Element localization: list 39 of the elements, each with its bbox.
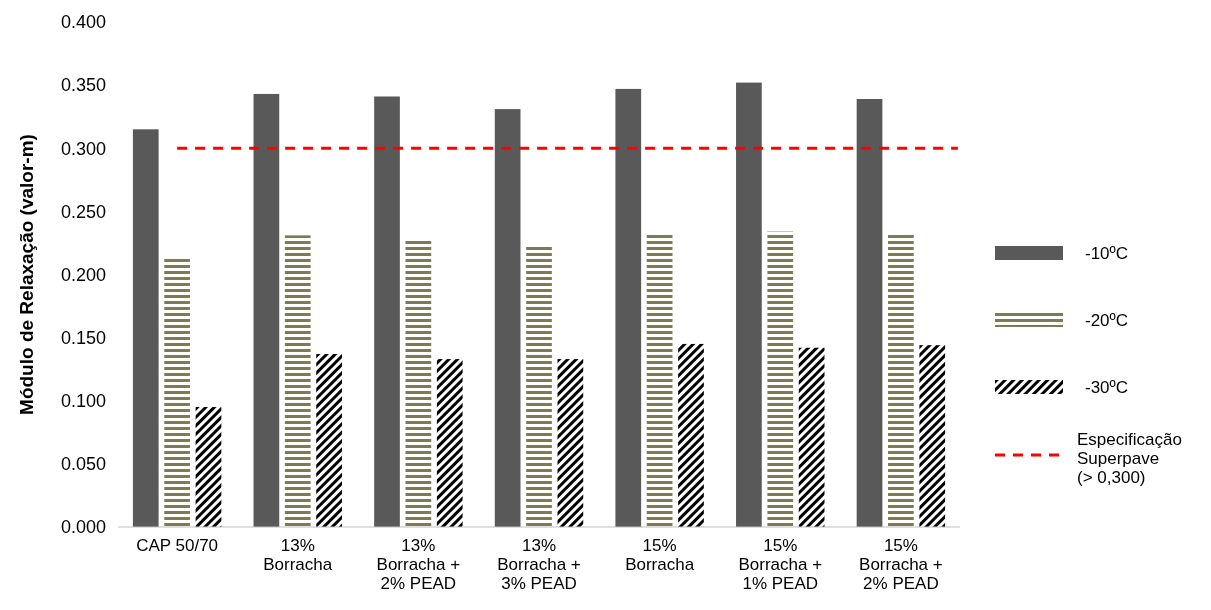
y-axis-title: Módulo de Relaxação (valor-m) (15, 134, 37, 415)
bar (798, 347, 825, 527)
bar (374, 96, 400, 527)
bar (284, 235, 311, 527)
y-tick-label: 0.100 (60, 391, 106, 412)
y-tick-label: 0.400 (60, 12, 106, 33)
legend-label: Especificação Superpave (> 0,300) (1077, 430, 1182, 487)
legend-label: -30ºC (1085, 377, 1129, 397)
bar (615, 88, 642, 527)
x-tick-label: 13% Borracha + 2% PEAD (376, 536, 461, 593)
bar (736, 82, 762, 527)
x-tick-label: 15% Borracha + 2% PEAD (859, 536, 943, 593)
x-tick-label: 13% Borracha (263, 536, 333, 574)
y-tick-label: 0.350 (60, 75, 106, 96)
bar (253, 93, 280, 527)
bar (195, 407, 222, 527)
legend-label: -20ºC (1085, 310, 1129, 330)
bar (132, 129, 159, 527)
bar (919, 345, 946, 527)
x-tick-label: 13% Borracha + 3% PEAD (497, 536, 581, 593)
bar (557, 359, 584, 527)
x-tick-label: 15% Borracha + 1% PEAD (738, 536, 823, 593)
bar (856, 99, 883, 527)
x-tick-label: 15% Borracha (625, 536, 695, 574)
legend-label: -10ºC (1085, 243, 1129, 263)
bar (767, 231, 794, 527)
y-tick-label: 0.050 (60, 454, 106, 475)
y-tick-label: 0.250 (60, 201, 106, 222)
y-tick-label: 0.200 (60, 264, 106, 285)
bar (494, 109, 521, 527)
y-tick-label: 0.300 (60, 138, 106, 159)
bar (405, 239, 432, 527)
bar (316, 354, 342, 527)
y-tick-label: 0.150 (60, 327, 106, 348)
y-tick-label: 0.000 (60, 517, 106, 538)
bar (526, 245, 552, 527)
x-tick-label: CAP 50/70 (136, 536, 219, 555)
bar (436, 359, 463, 527)
bar (678, 343, 704, 527)
